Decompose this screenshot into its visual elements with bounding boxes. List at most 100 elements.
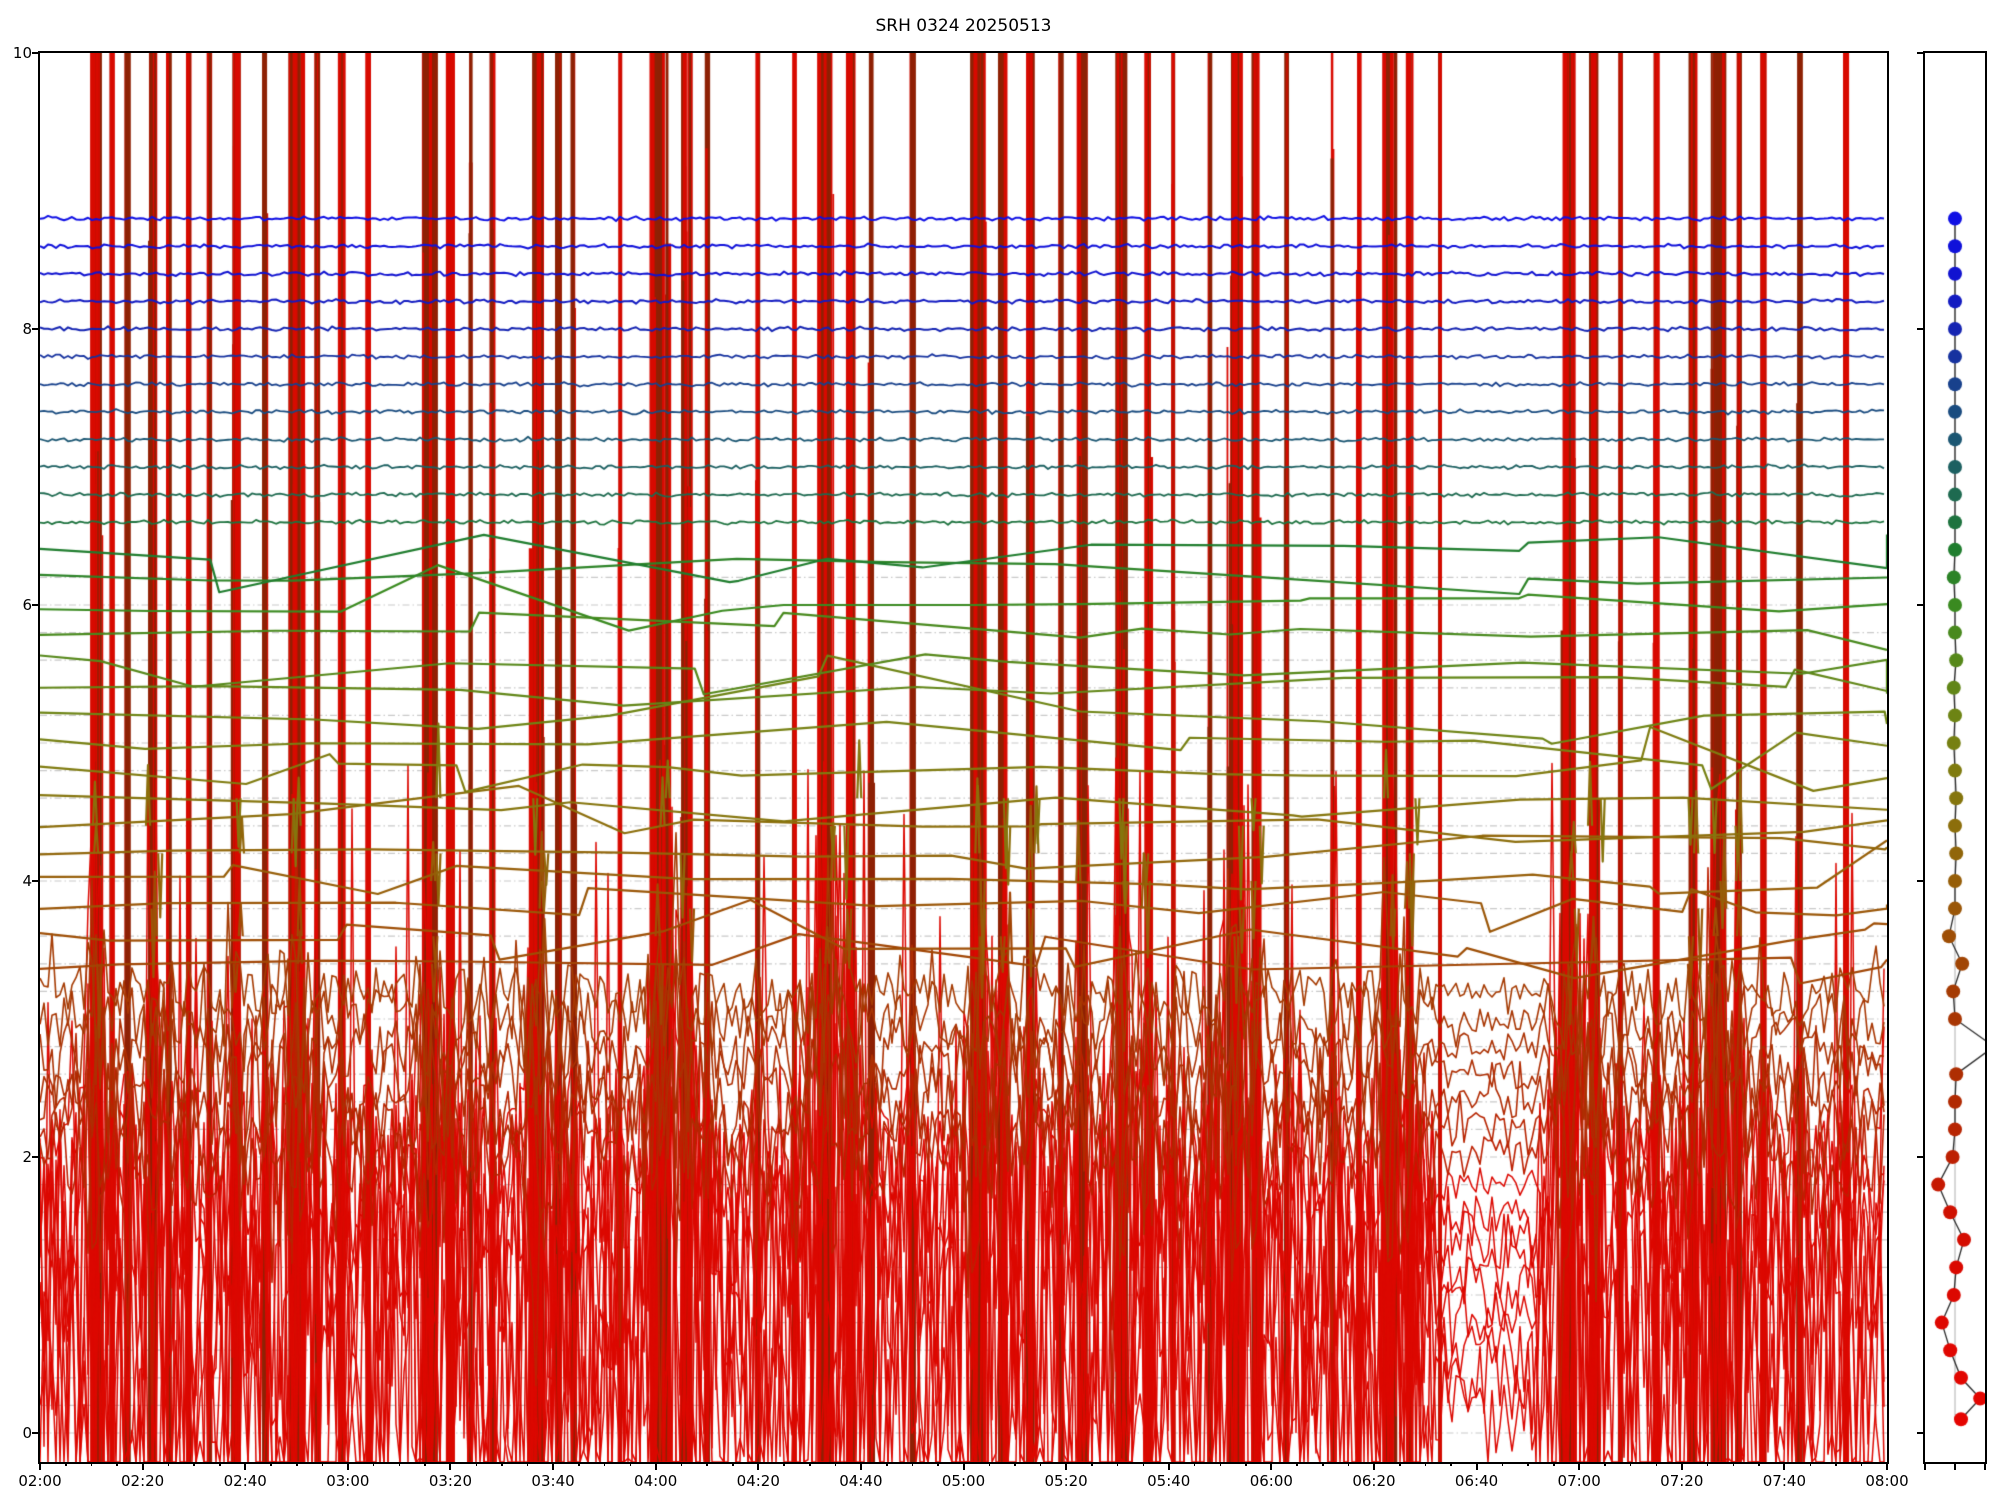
x-minor-tick [1039, 1462, 1042, 1466]
x-minor-tick [270, 1462, 272, 1466]
x-minor-tick [629, 1462, 631, 1466]
x-minor-tick [90, 1462, 93, 1466]
x-minor-tick [1732, 1462, 1735, 1466]
y-major-tick [32, 1156, 40, 1158]
x-minor-tick [1527, 1462, 1529, 1466]
y-tick-label: 10 [12, 44, 32, 62]
x-minor-tick [1142, 1462, 1145, 1466]
x-minor-tick [1629, 1462, 1632, 1466]
x-minor-tick [321, 1462, 324, 1466]
x-minor-tick [219, 1462, 221, 1466]
x-major-tick [654, 1462, 657, 1470]
x-minor-tick [603, 1462, 606, 1466]
y-tick-label: 0 [22, 1424, 32, 1442]
x-minor-tick [1604, 1462, 1606, 1466]
x-minor-tick [1424, 1462, 1427, 1466]
x-minor-tick [1091, 1462, 1093, 1466]
x-tick-label: 04:20 [736, 1472, 780, 1490]
y-major-tick [32, 52, 40, 54]
x-major-tick [141, 1462, 144, 1470]
x-minor-tick [1655, 1462, 1658, 1466]
x-minor-tick [398, 1462, 401, 1466]
x-major-tick [1270, 1462, 1273, 1470]
x-minor-tick [1835, 1462, 1837, 1466]
x-major-tick [1065, 1462, 1068, 1470]
y-major-tick [32, 328, 40, 330]
x-tick-label: 02:40 [223, 1472, 267, 1490]
x-minor-tick [1399, 1462, 1401, 1466]
x-tick-label: 05:40 [1147, 1472, 1191, 1490]
x-tick-label: 07:20 [1660, 1472, 1704, 1490]
x-tick-label: 02:00 [18, 1472, 62, 1490]
panel-y-tick [1917, 328, 1925, 330]
y-tick-label: 2 [22, 1148, 32, 1166]
x-major-tick [552, 1462, 555, 1470]
x-minor-tick [296, 1462, 298, 1466]
panel-y-tick [1917, 880, 1925, 882]
x-minor-tick [1116, 1462, 1119, 1466]
x-major-tick [1475, 1462, 1478, 1470]
x-tick-label: 03:40 [531, 1472, 575, 1490]
x-minor-tick [1860, 1462, 1863, 1466]
x-tick-label: 07:00 [1557, 1472, 1601, 1490]
x-tick-label: 07:40 [1762, 1472, 1806, 1490]
x-minor-tick [1347, 1462, 1350, 1466]
x-major-tick [962, 1462, 965, 1470]
x-major-tick [1578, 1462, 1581, 1470]
right-profile-canvas [1925, 53, 1985, 1462]
x-minor-tick [578, 1462, 580, 1466]
x-major-tick [244, 1462, 247, 1470]
x-tick-label: 02:20 [120, 1472, 165, 1490]
x-major-tick [1886, 1462, 1888, 1470]
x-minor-tick [732, 1462, 734, 1466]
x-minor-tick [193, 1462, 195, 1466]
y-tick-label: 4 [22, 872, 32, 890]
page-title: SRH 0324 20250513 [875, 16, 1052, 36]
x-minor-tick [988, 1462, 991, 1466]
x-major-tick [1680, 1462, 1683, 1470]
x-minor-tick [911, 1462, 914, 1466]
x-tick-label: 06:40 [1454, 1472, 1499, 1490]
x-major-tick [1372, 1462, 1375, 1470]
x-minor-tick [1809, 1462, 1812, 1466]
panel-y-tick [1917, 1156, 1925, 1158]
x-minor-tick [1322, 1462, 1324, 1466]
x-major-tick [859, 1462, 862, 1470]
x-minor-tick [501, 1462, 503, 1466]
x-tick-label: 04:00 [634, 1472, 678, 1490]
x-minor-tick [834, 1462, 837, 1466]
x-minor-tick [1296, 1462, 1298, 1466]
x-minor-tick [1501, 1462, 1504, 1466]
x-major-tick [39, 1462, 41, 1470]
x-minor-tick [1553, 1462, 1555, 1466]
panel-x-tick [1924, 1462, 1926, 1470]
x-tick-label: 03:20 [428, 1472, 473, 1490]
x-minor-tick [1706, 1462, 1709, 1466]
x-minor-tick [424, 1462, 426, 1466]
y-major-tick [32, 880, 40, 882]
y-tick-label: 8 [22, 320, 32, 338]
x-major-tick [1167, 1462, 1170, 1470]
panel-x-tick [1954, 1462, 1956, 1470]
x-minor-tick [116, 1462, 118, 1466]
x-minor-tick [372, 1462, 375, 1466]
panel-y-tick [1917, 1432, 1925, 1434]
x-tick-label: 05:20 [1044, 1472, 1088, 1490]
x-minor-tick [680, 1462, 683, 1466]
y-major-tick [32, 1432, 40, 1434]
x-minor-tick [526, 1462, 529, 1466]
x-tick-label: 06:00 [1249, 1472, 1293, 1490]
x-minor-tick [1219, 1462, 1222, 1466]
x-minor-tick [1245, 1462, 1247, 1466]
x-minor-tick [1014, 1462, 1016, 1466]
x-minor-tick [783, 1462, 785, 1466]
x-minor-tick [1758, 1462, 1760, 1466]
x-minor-tick [886, 1462, 888, 1466]
x-tick-label: 03:00 [326, 1472, 370, 1490]
x-major-tick [449, 1462, 452, 1470]
x-major-tick [757, 1462, 760, 1470]
x-tick-label: 06:20 [1352, 1472, 1396, 1490]
x-tick-label: 05:00 [941, 1472, 986, 1490]
x-tick-label: 04:40 [839, 1472, 883, 1490]
